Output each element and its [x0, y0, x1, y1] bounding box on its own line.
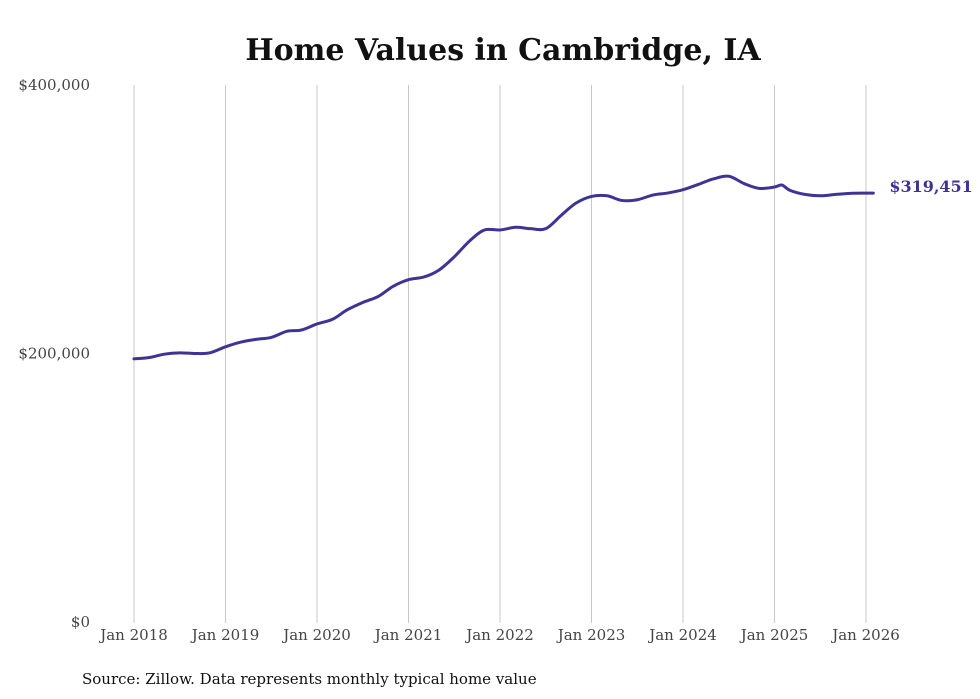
x-tick-label: Jan 2024 [647, 626, 717, 644]
x-tick-label: Jan 2021 [373, 626, 443, 644]
grid-lines [133, 85, 867, 623]
x-tick-label: Jan 2023 [556, 626, 626, 644]
x-tick-label: Jan 2025 [739, 626, 809, 644]
source-note: Source: Zillow. Data represents monthly … [82, 670, 537, 688]
series-line-0 [132, 174, 875, 361]
chart-title: Home Values in Cambridge, IA [245, 33, 761, 68]
y-tick-label: $200,000 [18, 345, 90, 363]
y-tick-label: $400,000 [18, 76, 90, 94]
y-tick-label: $0 [71, 613, 90, 631]
x-tick-label: Jan 2022 [464, 626, 534, 644]
x-tick-label: Jan 2018 [98, 626, 168, 644]
x-tick-label: Jan 2026 [830, 626, 900, 644]
x-tick-label: Jan 2019 [190, 626, 260, 644]
series-end-label: $319,451 [889, 177, 973, 196]
series-layer: $319,451 [132, 174, 973, 361]
y-axis-tick-labels: $0 $200,000 $400,000 [18, 76, 90, 631]
x-axis-tick-labels: Jan 2018 Jan 2019 Jan 2020 Jan 2021 Jan 2022… [98, 626, 900, 644]
x-tick-label: Jan 2020 [281, 626, 351, 644]
